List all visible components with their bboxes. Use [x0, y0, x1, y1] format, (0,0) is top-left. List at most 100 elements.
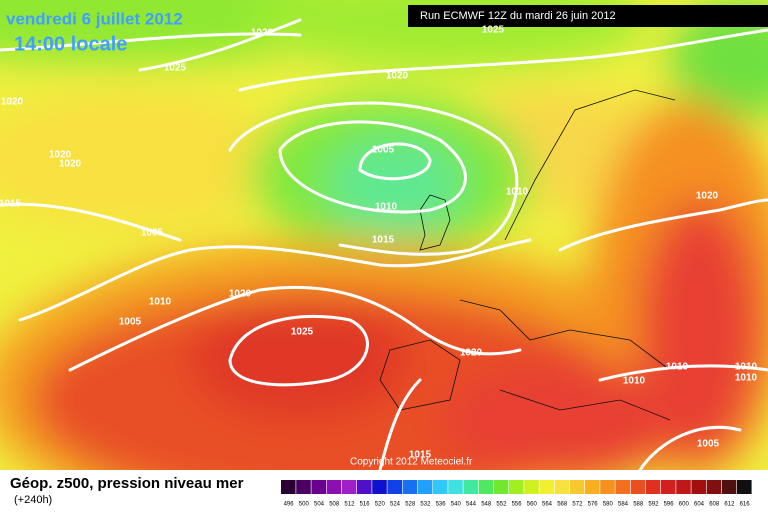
isobar — [358, 142, 432, 181]
isobar-label: 1015 — [372, 235, 395, 246]
isobar-label: 1020 — [251, 28, 274, 39]
scale-label: 536 — [436, 502, 447, 508]
isobar-label: 1015 — [409, 450, 432, 461]
scale-swatch — [676, 480, 691, 494]
scale-swatch — [402, 480, 418, 494]
map-date: vendredi 6 juillet 2012 — [6, 9, 183, 28]
scale-swatch — [296, 480, 311, 494]
isobar — [0, 202, 182, 242]
isobar-label: 1015 — [0, 199, 22, 210]
scale-swatch — [615, 480, 630, 494]
scale-swatch — [463, 480, 478, 494]
isobar-label: 1020 — [1, 97, 24, 108]
scale-label: 616 — [740, 502, 751, 508]
isobar-label: 1020 — [49, 150, 72, 161]
scale-label: 576 — [588, 502, 599, 508]
scale-label: 572 — [572, 502, 583, 508]
isobar-label: 1010 — [623, 376, 646, 387]
isobar-label: 1010 — [375, 202, 398, 213]
scale-label: 588 — [633, 502, 644, 508]
run-info: Run ECMWF 12Z du mardi 26 juin 2012 — [420, 10, 616, 22]
scale-label: 512 — [344, 502, 355, 508]
isobar-label: 1020 — [229, 289, 252, 300]
scale-label: 496 — [284, 502, 295, 508]
scale-label: 528 — [405, 502, 416, 508]
scale-swatch — [706, 480, 722, 494]
scale-label: 544 — [466, 502, 477, 508]
scale-swatch — [357, 480, 372, 494]
scale-swatch — [509, 480, 524, 494]
map-time: 14:00 locale — [14, 33, 127, 55]
scale-swatch — [372, 480, 387, 494]
scale-swatch — [417, 480, 433, 494]
scale-swatch — [478, 480, 494, 494]
scale-swatch — [600, 480, 615, 494]
legend-title: Géop. z500, pression niveau mer — [10, 475, 244, 492]
scale-label: 592 — [648, 502, 659, 508]
isobar-label: 1020 — [386, 71, 409, 82]
scale-swatch — [585, 480, 600, 494]
scale-label: 516 — [360, 502, 371, 508]
scale-swatch — [524, 480, 539, 494]
isobar-label: 1005 — [697, 439, 720, 450]
isobar-label: 1010 — [506, 187, 529, 198]
scale-label: 508 — [329, 502, 340, 508]
scale-swatch — [281, 480, 296, 494]
scale-label: 600 — [679, 502, 690, 508]
isobar-label: 1010 — [149, 297, 172, 308]
isobar-label: 1020 — [696, 191, 719, 202]
scale-label: 500 — [299, 502, 310, 508]
isobar-label: 1025 — [164, 63, 187, 74]
scale-label: 604 — [694, 502, 705, 508]
scale-label: 608 — [709, 502, 720, 508]
scale-label: 552 — [496, 502, 507, 508]
scale-swatch — [387, 480, 402, 494]
isobar-label: 1025 — [291, 327, 314, 338]
isobar-label: 1020 — [460, 348, 483, 359]
run-banner — [408, 5, 768, 27]
isobar — [138, 18, 302, 72]
isobar — [228, 314, 369, 387]
lead-time: (+240h) — [14, 494, 52, 506]
scale-swatch — [341, 480, 357, 494]
scale-swatch — [691, 480, 706, 494]
isobar-label: 1005 — [141, 228, 164, 239]
isobar — [378, 378, 422, 470]
scale-swatch — [433, 480, 448, 494]
isobar-label: 1020 — [59, 159, 82, 170]
isobar — [228, 101, 519, 256]
scale-label: 596 — [664, 502, 675, 508]
scale-label: 560 — [527, 502, 538, 508]
scale-label: 540 — [451, 502, 462, 508]
scale-label: 612 — [724, 502, 735, 508]
isobar-label: 1025 — [482, 25, 505, 36]
isobar-label: 1010 — [735, 362, 758, 373]
scale-label: 584 — [618, 502, 629, 508]
isobar — [238, 28, 768, 92]
copyright: Copyright 2012 Meteociel.fr — [350, 457, 473, 468]
scale-swatch — [326, 480, 342, 494]
isobar — [598, 364, 768, 382]
isobar — [18, 238, 532, 322]
scale-swatch — [554, 480, 570, 494]
scale-swatch — [721, 480, 737, 494]
scale-swatch — [630, 480, 646, 494]
scale-label: 504 — [314, 502, 325, 508]
isobar — [558, 198, 768, 252]
scale-swatch — [645, 480, 661, 494]
isobar — [278, 120, 467, 214]
scale-swatch — [539, 480, 554, 494]
isobar — [68, 285, 522, 372]
scale-label: 532 — [420, 502, 431, 508]
isobar-label: 1005 — [119, 317, 142, 328]
scale-label: 556 — [512, 502, 523, 508]
scale-label: 568 — [557, 502, 568, 508]
scale-label: 580 — [603, 502, 614, 508]
scale-swatch — [493, 480, 509, 494]
isobar — [638, 425, 742, 470]
scale-swatch — [569, 480, 585, 494]
scale-label: 524 — [390, 502, 401, 508]
scale-swatch — [737, 480, 752, 494]
